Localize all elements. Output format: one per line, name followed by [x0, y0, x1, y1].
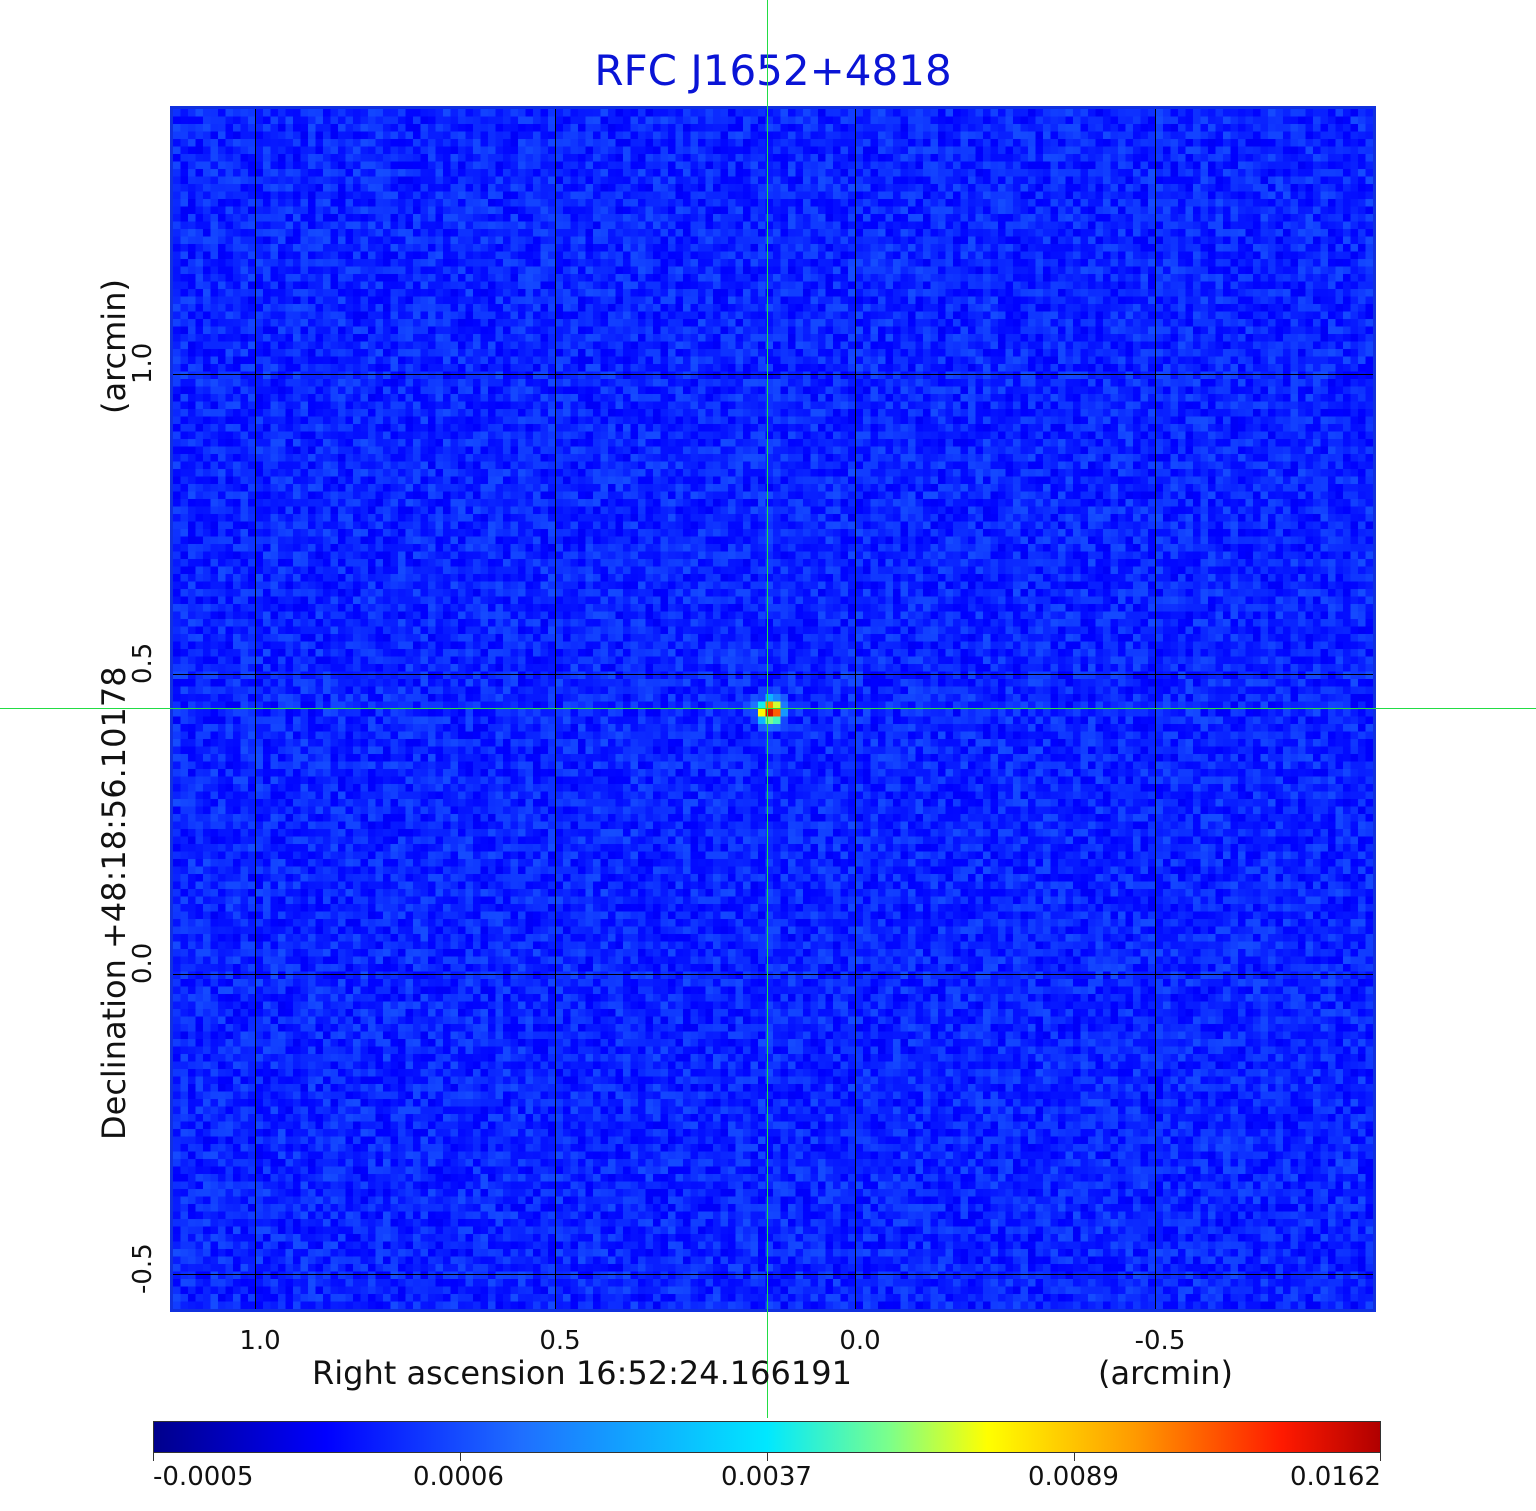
- colorbar-label: -0.0005: [153, 1462, 254, 1492]
- grid-line-dec-neg0.5: [173, 1274, 1373, 1275]
- colorbar-label: 0.0162: [1290, 1462, 1381, 1492]
- grid-line-ra-1: [255, 109, 256, 1309]
- grid-line-dec-0: [173, 974, 1373, 975]
- grid-line-dec-1: [173, 374, 1373, 375]
- colorbar-label: 0.0089: [1028, 1462, 1119, 1492]
- grid-line-ra-0.5: [555, 109, 556, 1309]
- colorbar-label: 0.0006: [413, 1462, 504, 1492]
- colorbar-tick: [767, 1453, 768, 1461]
- colorbar: [153, 1421, 1381, 1453]
- x-tick-label: 0.0: [839, 1326, 881, 1356]
- intensity-map: [173, 109, 1373, 1309]
- crosshair-horizontal: [0, 708, 1536, 709]
- colorbar-tick: [1074, 1453, 1075, 1461]
- x-tick-label: 1.0: [239, 1326, 281, 1356]
- x-tick-label: -0.5: [1134, 1326, 1186, 1356]
- grid-line-ra-neg0.5: [1155, 109, 1156, 1309]
- image-title: RFC J1652+4818: [594, 46, 952, 95]
- colorbar-tick: [153, 1453, 154, 1461]
- grid-line-dec-0.5: [173, 674, 1373, 675]
- sky-image[interactable]: [170, 106, 1376, 1312]
- crosshair-vertical: [767, 0, 768, 1418]
- y-tick-label: -0.5: [128, 1243, 158, 1294]
- grid-line-ra-0: [855, 109, 856, 1309]
- x-axis-label: Right ascension 16:52:24.166191: [312, 1354, 852, 1392]
- x-axis-unit: (arcmin): [1098, 1354, 1233, 1392]
- colorbar-tick: [460, 1453, 461, 1461]
- y-axis-label: Declination +48:18:56.10178: [95, 666, 133, 1140]
- x-tick-label: 0.5: [539, 1326, 581, 1356]
- colorbar-tick: [1380, 1453, 1381, 1461]
- colorbar-label: 0.0037: [721, 1462, 812, 1492]
- y-axis-unit: (arcmin): [95, 279, 133, 414]
